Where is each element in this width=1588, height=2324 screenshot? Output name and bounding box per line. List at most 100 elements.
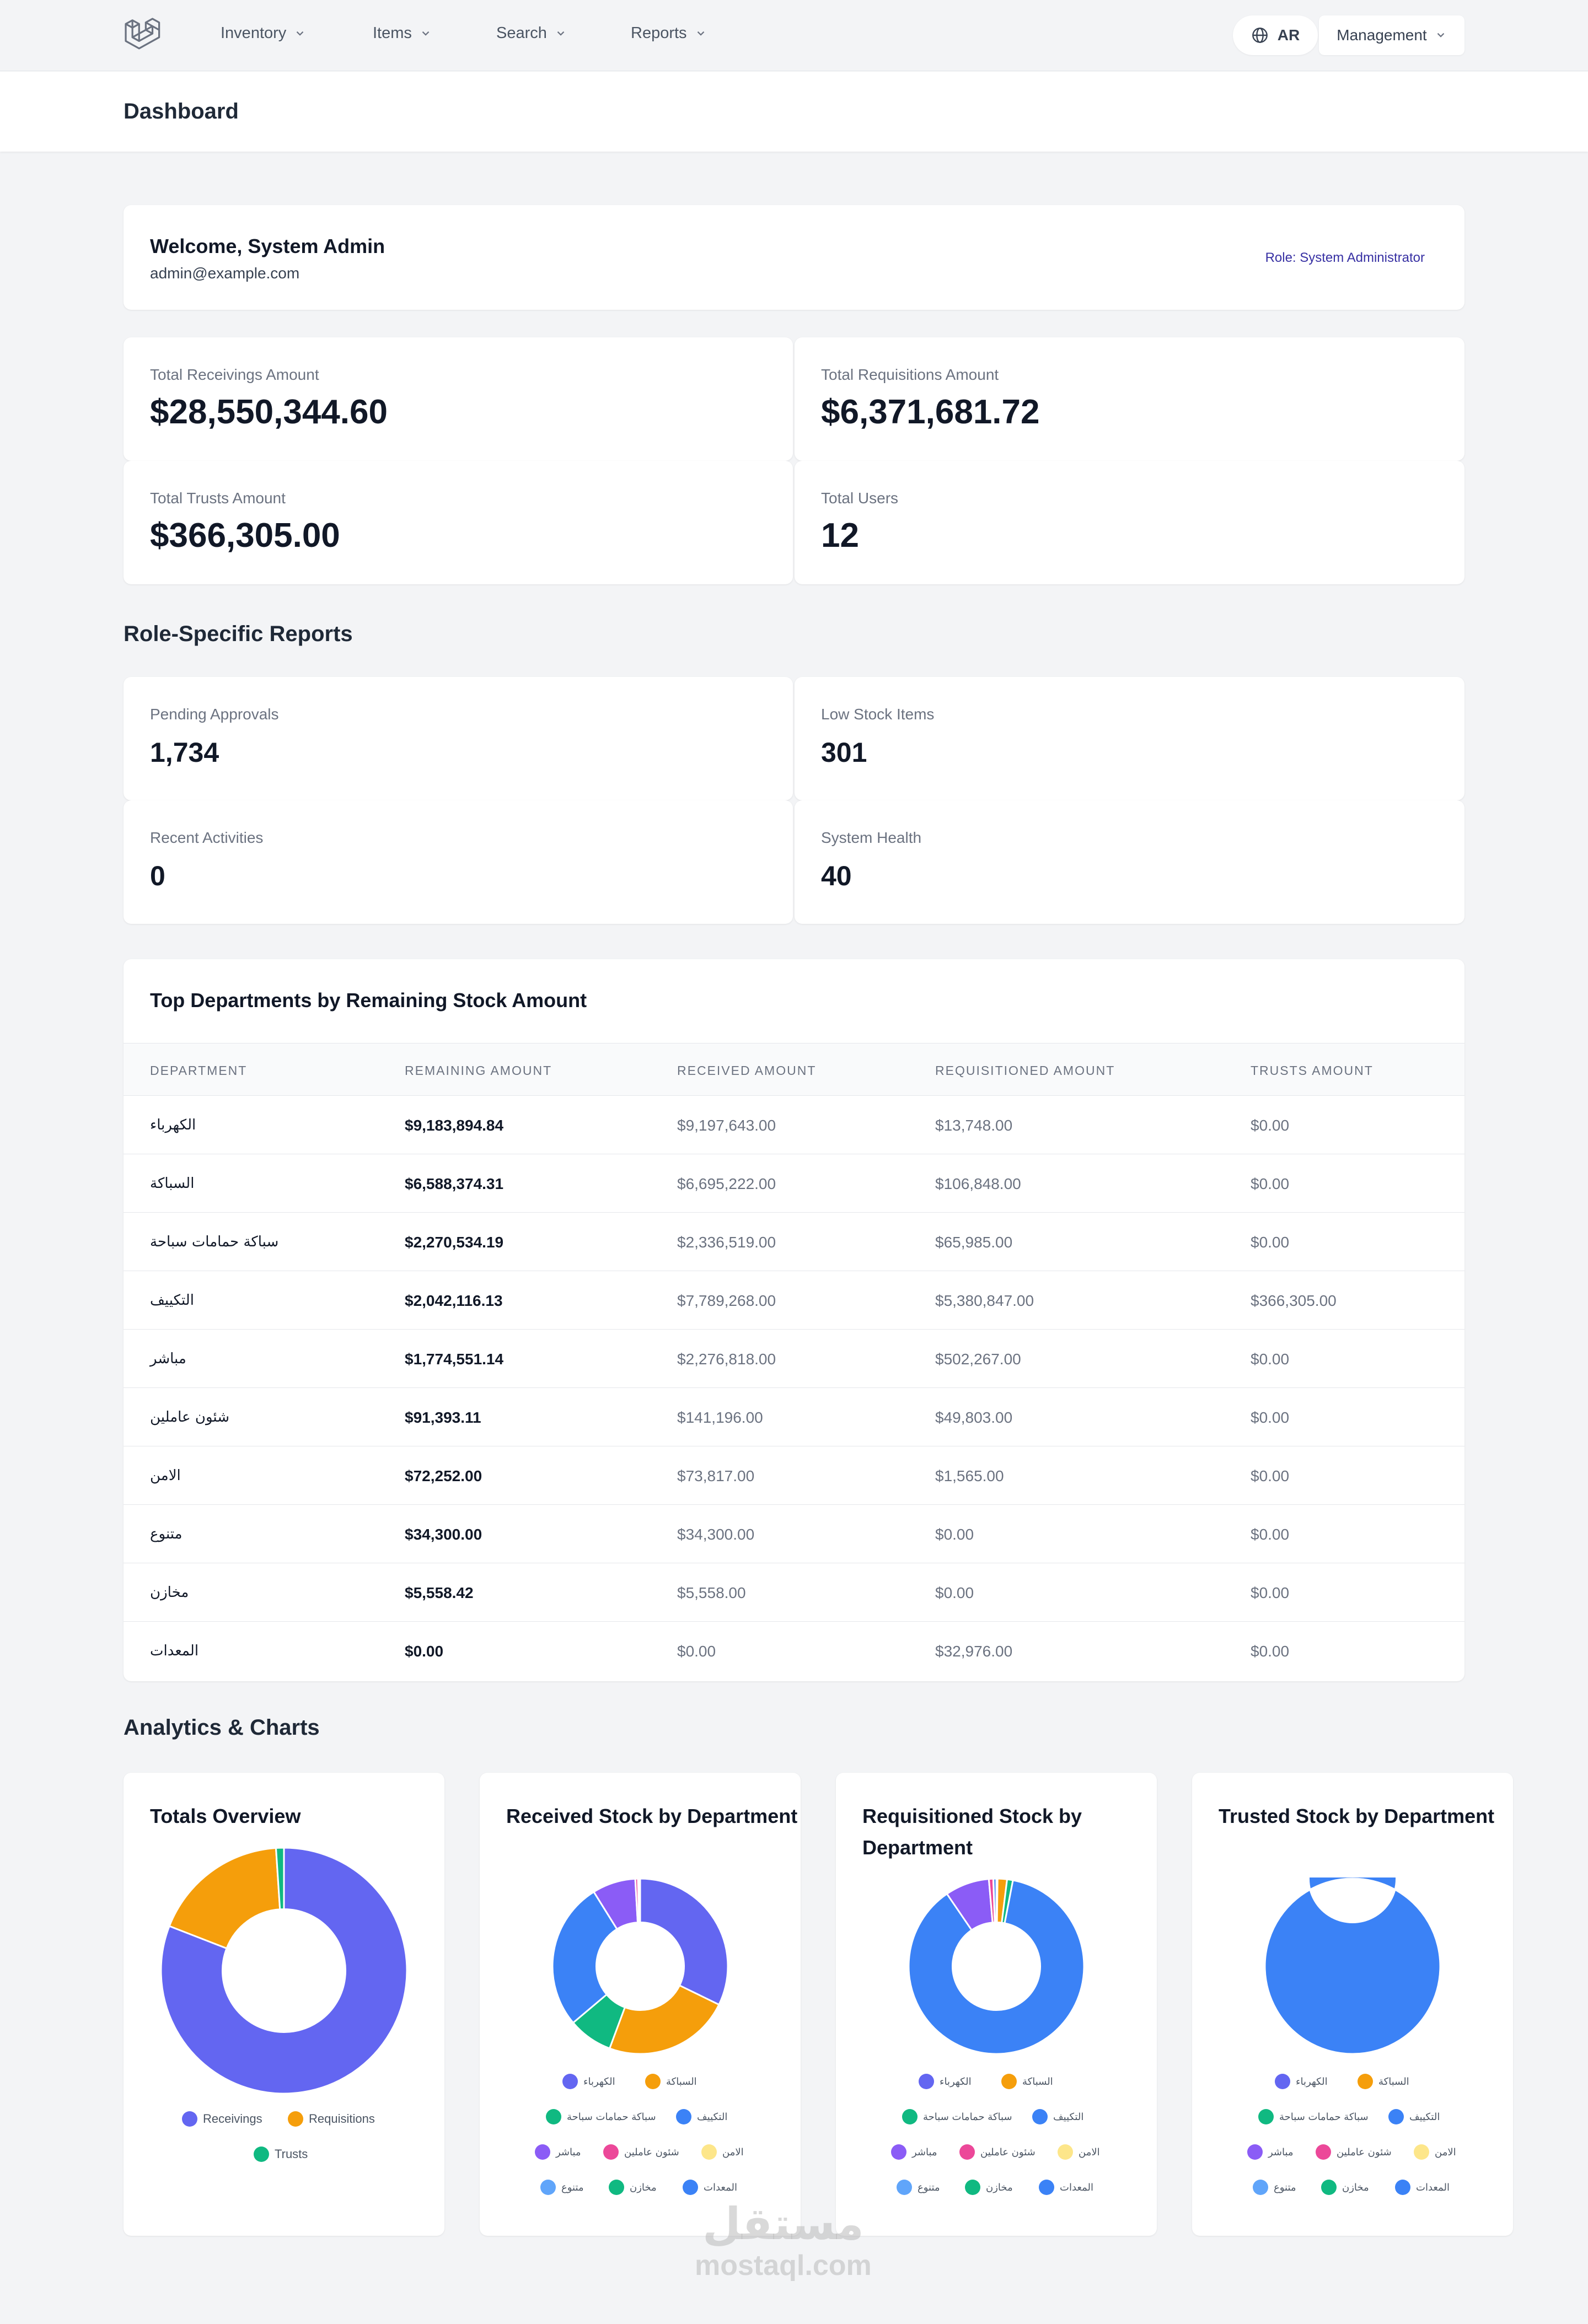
table-row: المعدات $0.00 $0.00 $32,976.00 $0.00 [124, 1622, 1464, 1680]
legend-item[interactable]: مخازن [965, 2180, 1013, 2195]
nav-reports-label: Reports [631, 24, 687, 42]
legend-label: السباكة [1378, 2075, 1409, 2088]
legend-swatch [965, 2180, 980, 2195]
user-email: admin@example.com [150, 265, 300, 282]
legend-label: التكييف [1053, 2111, 1084, 2123]
table-cell: $0.00 [935, 1584, 974, 1601]
table-cell: $2,042,116.13 [405, 1292, 503, 1309]
report-card-recent: Recent Activities 0 [124, 800, 793, 924]
legend-item[interactable]: مخازن [609, 2180, 657, 2195]
legend-item[interactable]: الامن [1058, 2144, 1100, 2160]
legend-item[interactable]: شئون عاملين [603, 2144, 679, 2160]
report-card-low-stock: Low Stock Items 301 [795, 677, 1464, 800]
legend-item[interactable]: سباكة حمامات سباحة [1258, 2109, 1369, 2124]
legend-swatch [1253, 2180, 1268, 2195]
nav-inventory[interactable]: Inventory [221, 24, 306, 42]
legend-item[interactable]: السباكة [1001, 2074, 1053, 2089]
donut-slice[interactable] [639, 1878, 729, 2006]
legend-item[interactable]: مخازن [1321, 2180, 1369, 2195]
app-logo-icon[interactable] [124, 17, 162, 55]
legend-item[interactable]: Trusts [254, 2147, 308, 2162]
page-header: Dashboard [0, 72, 1588, 152]
chart-card-received: Received Stock by Department الكهرباء الس… [480, 1773, 801, 2236]
legend-item[interactable]: المعدات [1039, 2180, 1093, 2195]
table-cell: سباكة حمامات سباحة [150, 1234, 279, 1250]
legend-item[interactable]: الكهرباء [1275, 2074, 1328, 2089]
donut-slice[interactable] [168, 1847, 281, 1950]
language-switch-button[interactable]: AR [1233, 15, 1318, 55]
legend-item[interactable]: الكهرباء [562, 2074, 615, 2089]
table-cell: $141,196.00 [677, 1409, 763, 1426]
legend-label: شئون عاملين [1337, 2146, 1392, 2158]
legend-item[interactable]: الكهرباء [919, 2074, 972, 2089]
legend-swatch [288, 2111, 303, 2127]
legend-item[interactable]: متنوع [1253, 2180, 1296, 2195]
legend-item[interactable]: شئون عاملين [959, 2144, 1036, 2160]
page-title: Dashboard [124, 99, 239, 123]
table-header: DEPARTMENT REMAINING AMOUNT RECEIVED AMO… [124, 1043, 1464, 1096]
column-header[interactable]: RECEIVED AMOUNT [677, 1063, 817, 1078]
nav-search[interactable]: Search [496, 24, 567, 42]
legend-item[interactable]: مباشر [535, 2144, 581, 2160]
legend-item[interactable]: المعدات [683, 2180, 737, 2195]
legend-label: متنوع [1274, 2181, 1296, 2193]
nav-items[interactable]: Items [373, 24, 432, 42]
report-card-health: System Health 40 [795, 800, 1464, 924]
legend-swatch [535, 2144, 550, 2160]
table-title: Top Departments by Remaining Stock Amoun… [150, 989, 587, 1012]
donut-slice[interactable] [275, 1847, 285, 1911]
donut-slice[interactable] [608, 1984, 720, 2055]
welcome-title: Welcome, System Admin [150, 235, 385, 257]
table-row: شئون عاملين $91,393.11 $141,196.00 $49,803.… [124, 1388, 1464, 1446]
table-cell: الكهرباء [150, 1117, 196, 1133]
donut-slice[interactable] [1264, 1878, 1441, 2055]
legend-label: مخازن [1342, 2181, 1369, 2193]
legend-item[interactable]: سباكة حمامات سباحة [546, 2109, 656, 2124]
legend-item[interactable]: التكييف [1388, 2109, 1440, 2124]
departments-table-card: Top Departments by Remaining Stock Amoun… [124, 959, 1464, 1681]
legend-item[interactable]: مباشر [1247, 2144, 1294, 2160]
stat-value: 0 [150, 860, 165, 891]
stat-value: $28,550,344.60 [150, 393, 388, 431]
column-header[interactable]: TRUSTS AMOUNT [1251, 1063, 1374, 1078]
legend-label: مخازن [986, 2181, 1013, 2193]
management-dropdown[interactable]: Management [1319, 15, 1464, 55]
table-row: سباكة حمامات سباحة $2,270,534.19 $2,336,51… [124, 1213, 1464, 1271]
globe-icon [1252, 28, 1268, 43]
nav-reports[interactable]: Reports [631, 24, 707, 42]
legend-label: مباشر [912, 2146, 937, 2158]
column-header[interactable]: REQUISITIONED AMOUNT [935, 1063, 1115, 1078]
legend-item[interactable]: Requisitions [288, 2111, 375, 2127]
legend-item[interactable]: التكييف [1032, 2109, 1083, 2124]
chevron-down-icon [422, 31, 430, 36]
donut-slice[interactable] [908, 1879, 1085, 2055]
legend-swatch [645, 2074, 661, 2089]
donut-slice[interactable] [551, 1890, 619, 2024]
legend-item[interactable]: الامن [701, 2144, 744, 2160]
legend-item[interactable]: مباشر [891, 2144, 937, 2160]
legend-item[interactable]: السباكة [645, 2074, 697, 2089]
legend-item[interactable]: سباكة حمامات سباحة [902, 2109, 1012, 2124]
chevron-down-icon [557, 31, 565, 36]
donut-slice[interactable] [160, 1847, 408, 2095]
column-header[interactable]: REMAINING AMOUNT [405, 1063, 552, 1078]
table-row: مباشر $1,774,551.14 $2,276,818.00 $502,267.… [124, 1330, 1464, 1388]
legend-label: التكييف [697, 2111, 728, 2123]
column-header[interactable]: DEPARTMENT [150, 1063, 248, 1078]
requisitioned-donut-chart [908, 1878, 1085, 2055]
legend-item[interactable]: الامن [1414, 2144, 1456, 2160]
legend-item[interactable]: المعدات [1395, 2180, 1450, 2195]
legend-item[interactable]: Receivings [182, 2111, 262, 2127]
legend-item[interactable]: متنوع [897, 2180, 940, 2195]
legend-item[interactable]: السباكة [1358, 2074, 1409, 2089]
legend-swatch [1321, 2180, 1337, 2195]
legend-item[interactable]: شئون عاملين [1316, 2144, 1392, 2160]
donut-slice[interactable] [993, 1878, 997, 1924]
legend-item[interactable]: التكييف [676, 2109, 727, 2124]
legend-swatch [701, 2144, 717, 2160]
welcome-card: Welcome, System Admin admin@example.com … [124, 205, 1464, 310]
table-cell: شئون عاملين [150, 1409, 230, 1425]
legend-swatch [603, 2144, 619, 2160]
legend-item[interactable]: متنوع [540, 2180, 584, 2195]
legend-swatch [959, 2144, 975, 2160]
